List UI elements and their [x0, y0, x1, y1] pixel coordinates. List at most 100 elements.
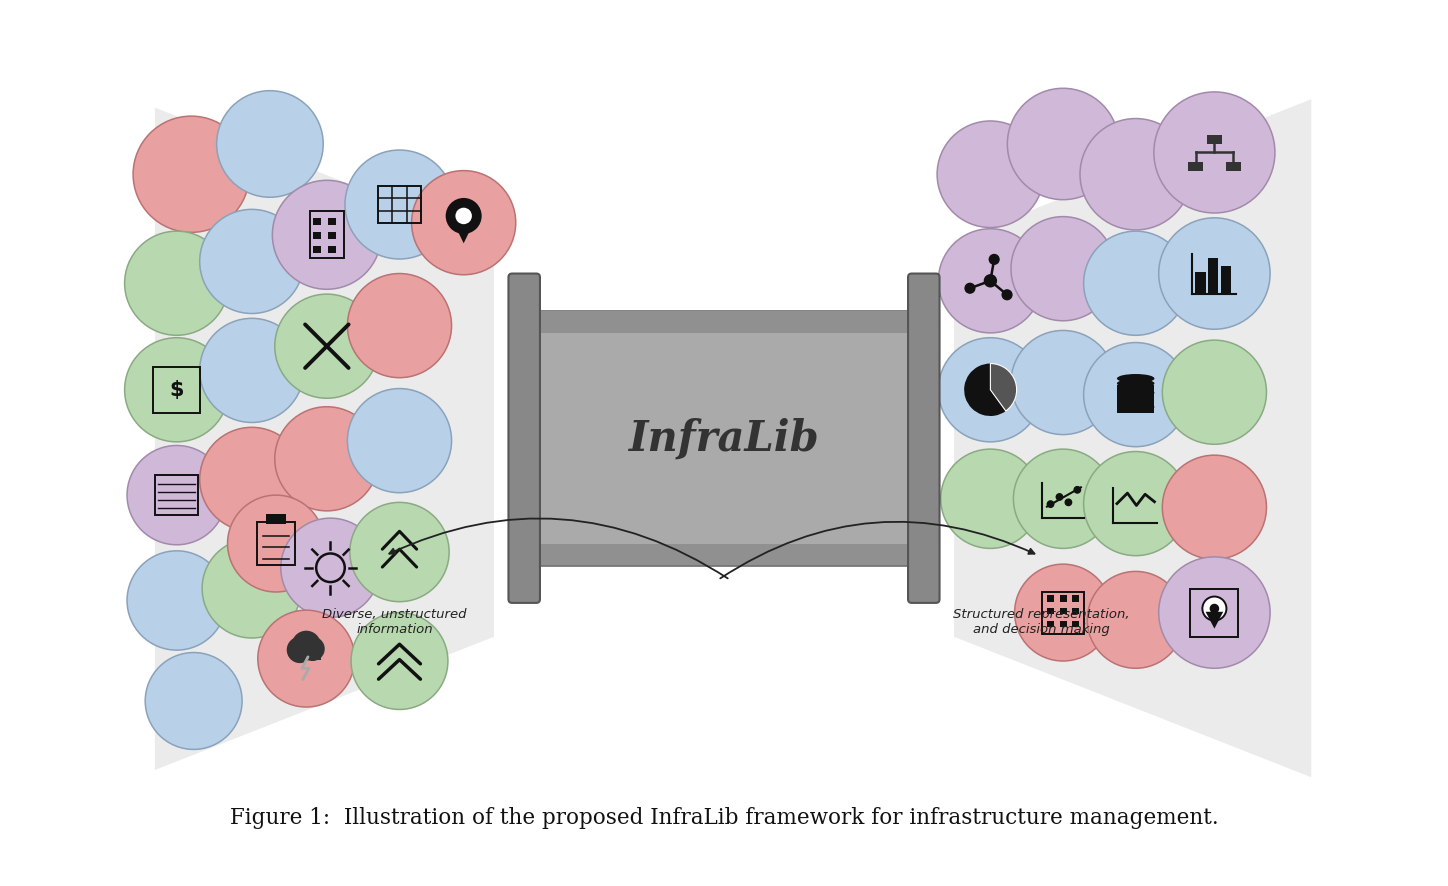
Circle shape: [1014, 449, 1112, 548]
Circle shape: [1202, 596, 1226, 620]
Wedge shape: [964, 363, 1006, 416]
Circle shape: [446, 198, 482, 234]
Bar: [256, 522, 295, 565]
Bar: [536, 543, 912, 565]
Text: Figure 1:  Illustration of the proposed InfraLib framework for infrastructure ma: Figure 1: Illustration of the proposed I…: [230, 807, 1218, 828]
Circle shape: [200, 209, 304, 314]
Circle shape: [300, 637, 324, 661]
Bar: [313, 246, 321, 253]
Text: Structured representation,
and decision making: Structured representation, and decision …: [953, 608, 1129, 636]
Ellipse shape: [1116, 402, 1154, 411]
Polygon shape: [453, 222, 473, 244]
Circle shape: [291, 631, 321, 660]
Ellipse shape: [1116, 388, 1154, 397]
Circle shape: [1074, 486, 1080, 493]
Bar: [1221, 267, 1231, 294]
Circle shape: [938, 338, 1043, 442]
Circle shape: [200, 427, 304, 532]
Circle shape: [1047, 501, 1054, 508]
Circle shape: [938, 229, 1043, 333]
Circle shape: [350, 502, 449, 602]
Circle shape: [1080, 119, 1192, 230]
Text: Diverse, unstructured
information: Diverse, unstructured information: [323, 608, 466, 636]
Bar: [1047, 608, 1054, 614]
Circle shape: [125, 338, 229, 442]
FancyBboxPatch shape: [908, 274, 940, 602]
Bar: [313, 232, 321, 239]
Bar: [1226, 162, 1241, 171]
Circle shape: [1158, 218, 1270, 330]
Bar: [329, 246, 336, 253]
Circle shape: [258, 610, 355, 707]
Circle shape: [1002, 290, 1012, 299]
Circle shape: [1083, 231, 1187, 335]
Circle shape: [411, 171, 515, 275]
Circle shape: [1008, 89, 1119, 199]
Circle shape: [964, 284, 975, 293]
Bar: [155, 476, 198, 515]
Circle shape: [1056, 494, 1063, 501]
Circle shape: [985, 275, 996, 287]
Circle shape: [200, 318, 304, 423]
Circle shape: [989, 254, 999, 264]
Bar: [378, 186, 421, 223]
Circle shape: [1083, 452, 1187, 556]
Circle shape: [272, 181, 381, 289]
Circle shape: [1163, 455, 1267, 559]
Circle shape: [1158, 557, 1270, 668]
Circle shape: [217, 90, 323, 198]
Circle shape: [348, 274, 452, 377]
Bar: [291, 649, 321, 660]
Bar: [1116, 399, 1154, 414]
Circle shape: [145, 653, 242, 750]
Circle shape: [1083, 343, 1187, 447]
Circle shape: [456, 207, 472, 224]
Bar: [1208, 135, 1222, 144]
Bar: [1060, 595, 1067, 602]
Circle shape: [941, 449, 1040, 548]
Circle shape: [348, 389, 452, 493]
Bar: [1189, 162, 1203, 171]
Bar: [266, 515, 285, 524]
Bar: [1060, 608, 1067, 614]
Bar: [1116, 385, 1154, 399]
Circle shape: [133, 116, 249, 232]
Circle shape: [227, 495, 324, 592]
Bar: [1073, 595, 1079, 602]
Bar: [536, 311, 912, 333]
Circle shape: [1011, 330, 1115, 434]
Polygon shape: [155, 107, 494, 770]
Bar: [1208, 259, 1218, 294]
Polygon shape: [954, 99, 1312, 777]
FancyBboxPatch shape: [508, 274, 540, 602]
Bar: [310, 211, 343, 259]
Circle shape: [345, 150, 455, 259]
Circle shape: [203, 539, 301, 638]
Circle shape: [1163, 340, 1267, 444]
Ellipse shape: [1116, 379, 1154, 388]
Circle shape: [350, 612, 447, 710]
Bar: [153, 367, 200, 413]
Circle shape: [937, 121, 1044, 228]
Circle shape: [275, 407, 379, 511]
Text: $: $: [169, 380, 184, 400]
Bar: [1060, 620, 1067, 627]
FancyArrowPatch shape: [720, 522, 1034, 579]
Bar: [1043, 592, 1085, 633]
Ellipse shape: [1116, 374, 1154, 383]
Circle shape: [1015, 564, 1112, 661]
Bar: [536, 311, 912, 565]
Circle shape: [1087, 571, 1184, 668]
Circle shape: [275, 294, 379, 399]
Text: InfraLib: InfraLib: [628, 417, 820, 459]
Bar: [1190, 588, 1238, 637]
Circle shape: [1066, 499, 1072, 506]
Circle shape: [127, 446, 226, 545]
Bar: [1195, 272, 1206, 294]
Bar: [329, 218, 336, 225]
Circle shape: [127, 551, 226, 650]
Circle shape: [287, 637, 313, 663]
Bar: [1073, 608, 1079, 614]
Circle shape: [1011, 217, 1115, 321]
FancyArrowPatch shape: [390, 518, 728, 579]
